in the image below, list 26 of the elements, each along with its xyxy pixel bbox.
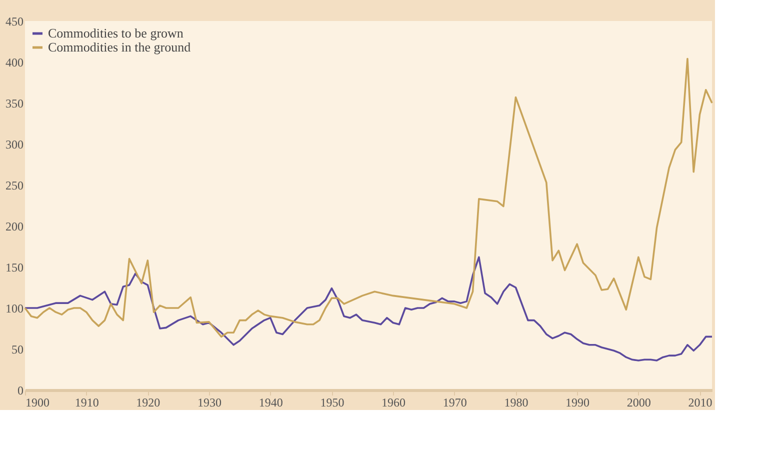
x-tick-label: 1950 [320,396,344,410]
x-tick-label: 1930 [198,396,222,410]
y-tick-label: 350 [6,96,24,110]
y-tick-label: 100 [6,302,24,316]
y-tick-label: 250 [6,178,24,192]
x-tick-label: 1970 [442,396,467,410]
x-tick-label: 1990 [566,396,590,410]
y-tick-label: 450 [6,14,24,28]
x-tick-label: 1900 [26,396,50,410]
x-tick-label: 2000 [626,396,651,410]
x-tick-label: 1920 [136,396,160,410]
y-tick-label: 150 [6,260,24,274]
line-series [24,256,713,362]
legend-label: Commodities to be grown [48,26,184,40]
x-tick-label: 2010 [688,396,712,410]
y-tick-label: 50 [12,342,24,356]
legend-label: Commodities in the ground [48,40,192,54]
y-tick-label: 300 [6,138,24,152]
x-tick-label: 1980 [504,396,528,410]
x-tick-label: 1940 [258,396,283,410]
x-tick-label: 1910 [74,396,99,410]
line-series [24,58,713,338]
y-tick-label: 200 [6,220,24,234]
x-tick-label: 1960 [382,396,406,410]
y-tick-label: 0 [18,384,24,398]
y-tick-label: 400 [6,56,24,70]
